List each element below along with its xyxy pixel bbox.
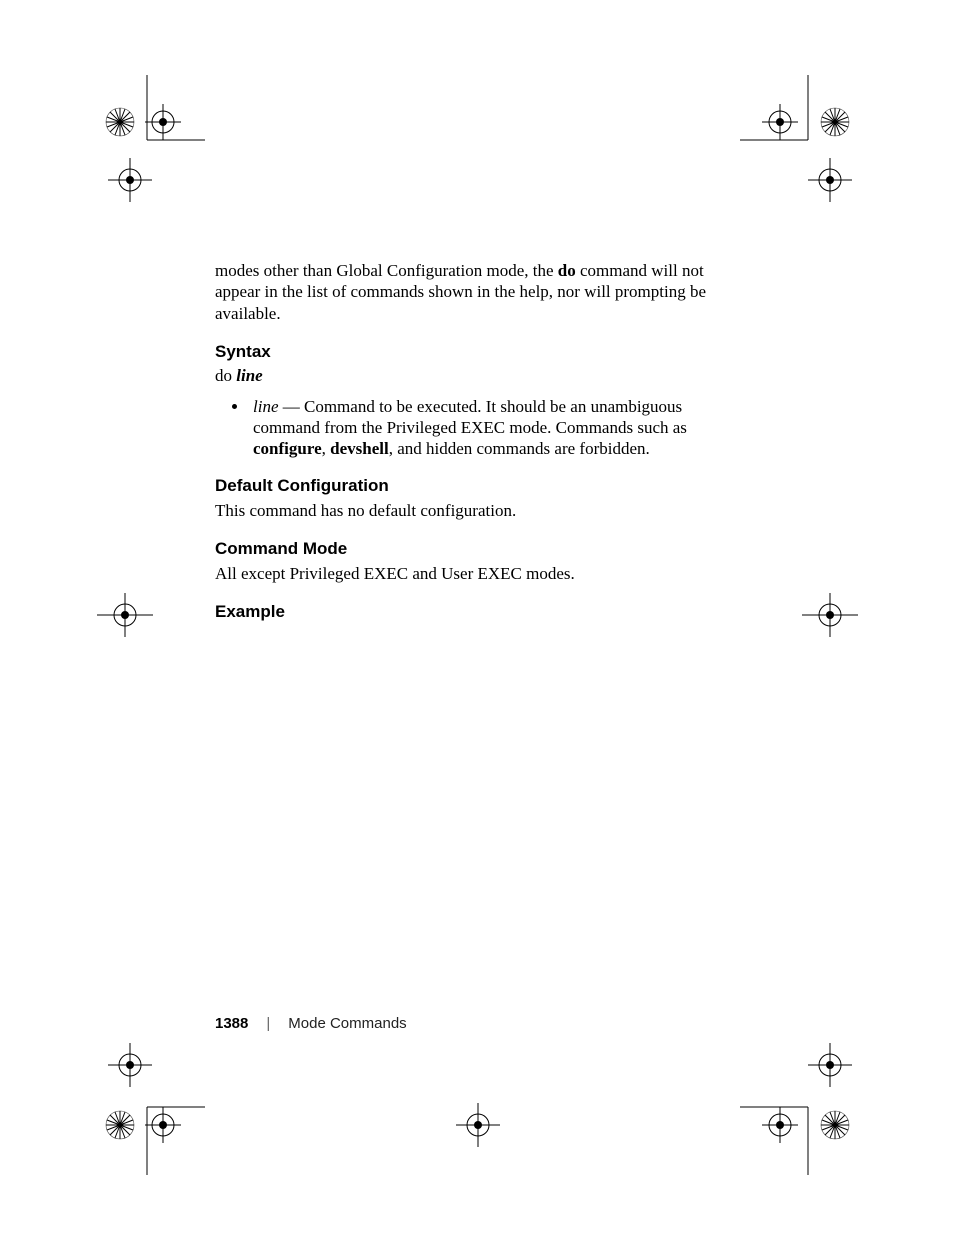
crop-mark-bottom-right xyxy=(740,1085,870,1175)
bullet-devshell: devshell xyxy=(330,439,389,458)
bullet-line-italic: line xyxy=(253,397,279,416)
bullet-tail: , and hidden commands are forbidden. xyxy=(389,439,650,458)
footer-separator: | xyxy=(266,1015,270,1032)
footer-section: Mode Commands xyxy=(288,1015,406,1032)
heading-default: Default Configuration xyxy=(215,476,735,496)
page-number: 1388 xyxy=(215,1015,248,1032)
syntax-line: do line xyxy=(215,366,735,386)
heading-syntax: Syntax xyxy=(215,342,735,362)
crop-mark-top-left xyxy=(85,75,205,195)
crop-mark-bottom-left-upper xyxy=(100,1035,160,1095)
heading-command-mode: Command Mode xyxy=(215,539,735,559)
crop-mark-top-right xyxy=(740,75,870,195)
crop-mark-bottom-right-upper xyxy=(800,1035,860,1095)
syntax-bullets: line — Command to be executed. It should… xyxy=(215,396,735,460)
bullet-line: line — Command to be executed. It should… xyxy=(249,396,735,460)
crop-mark-mid-right xyxy=(795,585,865,645)
crop-mark-bottom-left xyxy=(85,1085,205,1175)
bullet-dash: — Command to be executed. It should be a… xyxy=(253,397,687,437)
syntax-do: do xyxy=(215,366,236,385)
mode-text: All except Privileged EXEC and User EXEC… xyxy=(215,563,735,584)
bullet-configure: configure xyxy=(253,439,322,458)
default-text: This command has no default configuratio… xyxy=(215,500,735,521)
heading-example: Example xyxy=(215,602,735,622)
intro-text-a: modes other than Global Configuration mo… xyxy=(215,261,558,280)
bullet-comma: , xyxy=(322,439,331,458)
crop-mark-bottom-center xyxy=(448,1095,508,1155)
crop-mark-top-left-lower xyxy=(100,150,160,210)
page: modes other than Global Configuration mo… xyxy=(0,0,954,1235)
page-footer: 1388 | Mode Commands xyxy=(215,1015,407,1032)
crop-mark-mid-left xyxy=(95,585,165,645)
crop-mark-top-right-lower xyxy=(800,150,860,210)
intro-bold-do: do xyxy=(558,261,576,280)
syntax-line-italic: line xyxy=(236,366,262,385)
content-column: modes other than Global Configuration mo… xyxy=(215,260,735,626)
intro-paragraph: modes other than Global Configuration mo… xyxy=(215,260,735,324)
